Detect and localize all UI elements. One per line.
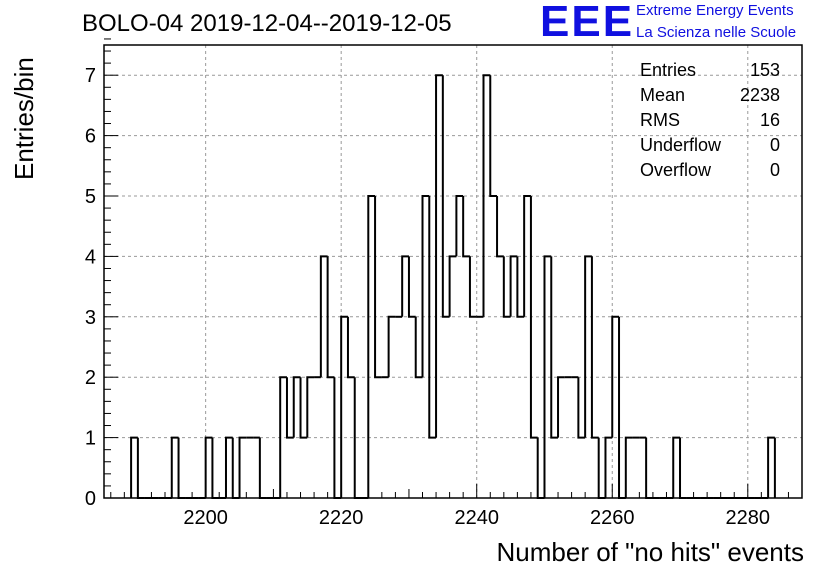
histogram-bin bbox=[611, 315, 620, 438]
histogram-bin bbox=[618, 316, 626, 499]
histogram-bin bbox=[326, 256, 335, 379]
histogram-bin bbox=[468, 256, 477, 318]
histogram-bin bbox=[299, 377, 308, 439]
histogram-bin bbox=[401, 255, 409, 317]
stats-label: Overflow bbox=[640, 160, 712, 180]
histogram-bin bbox=[597, 437, 606, 499]
stats-row-entries: Entries 153 bbox=[640, 58, 780, 83]
histogram-bin bbox=[509, 255, 518, 317]
histogram-bin bbox=[550, 256, 559, 439]
histogram-bin bbox=[238, 436, 247, 498]
histogram-bin bbox=[577, 377, 586, 439]
stats-row-rms: RMS 16 bbox=[640, 108, 780, 133]
histogram-bin bbox=[367, 195, 376, 498]
histogram-bin bbox=[414, 316, 423, 379]
histogram-bin bbox=[292, 376, 301, 438]
histogram-bin bbox=[204, 436, 213, 498]
stats-row-mean: Mean 2238 bbox=[640, 83, 780, 108]
histogram-bin bbox=[482, 74, 491, 317]
histogram-bin bbox=[516, 256, 525, 318]
histogram-bin bbox=[529, 196, 538, 439]
histogram-bin bbox=[584, 255, 592, 438]
stats-value: 0 bbox=[769, 160, 780, 180]
histogram-bin bbox=[346, 316, 355, 379]
y-tick-label: 5 bbox=[85, 186, 96, 208]
logo-line-2: La Scienza nelle Scuole bbox=[636, 24, 797, 41]
histogram-bin bbox=[536, 437, 545, 499]
histogram-bin bbox=[448, 255, 457, 317]
histogram-bin bbox=[319, 255, 328, 378]
stats-value: 153 bbox=[749, 60, 780, 80]
histogram-bin bbox=[455, 195, 464, 257]
histogram-bin bbox=[224, 436, 233, 498]
stats-label: Underflow bbox=[640, 135, 722, 155]
x-axis-label: Number of "no hits" events bbox=[496, 537, 805, 567]
stats-value: 16 bbox=[759, 110, 780, 130]
histogram-bin bbox=[177, 437, 186, 499]
stats-box: Entries 153 Mean 2238 RMS 16 Underflow 0… bbox=[640, 58, 780, 183]
histogram-bin bbox=[645, 437, 653, 499]
histogram-bin bbox=[590, 256, 599, 439]
histogram-bin bbox=[543, 255, 552, 498]
eee-logo-mark: EEE bbox=[540, 0, 635, 46]
histogram-bin bbox=[407, 256, 416, 318]
x-tick-label: 2260 bbox=[590, 507, 635, 529]
histogram-bin bbox=[211, 437, 220, 499]
y-tick-label: 6 bbox=[85, 126, 96, 148]
y-tick-label: 2 bbox=[85, 367, 96, 389]
histogram-bin bbox=[502, 256, 511, 318]
y-tick-label: 7 bbox=[85, 65, 96, 87]
histogram-bin bbox=[285, 377, 294, 439]
y-axis-label: Entries/bin bbox=[9, 57, 39, 180]
histogram-bin bbox=[231, 437, 240, 499]
stats-value: 2238 bbox=[739, 85, 780, 105]
stats-label: Mean bbox=[640, 85, 686, 105]
histogram-bin bbox=[523, 195, 531, 317]
histogram-bin bbox=[340, 315, 348, 498]
histogram-bin bbox=[279, 376, 287, 498]
x-tick-label: 2240 bbox=[454, 507, 499, 529]
histogram-bin bbox=[170, 436, 179, 498]
histogram-bin bbox=[136, 437, 145, 499]
histogram-bin bbox=[557, 376, 565, 438]
y-tick-label: 1 bbox=[85, 428, 96, 450]
histogram-bin bbox=[672, 436, 681, 498]
x-tick-label: 2200 bbox=[183, 507, 228, 529]
stats-row-overflow: Overflow 0 bbox=[640, 158, 780, 183]
histogram-bin bbox=[374, 196, 382, 379]
axes: 2200 2220 2240 2260 2280 0 1 2 3 4 5 6 7 bbox=[85, 38, 803, 529]
histogram-bin bbox=[387, 315, 396, 378]
histogram-bin bbox=[428, 196, 437, 439]
stats-label: Entries bbox=[640, 60, 697, 80]
y-tick-label: 0 bbox=[85, 488, 96, 510]
histogram-bin bbox=[130, 436, 138, 498]
y-tick-label: 4 bbox=[85, 246, 96, 268]
histogram-bin bbox=[441, 75, 450, 318]
histogram-bin bbox=[489, 75, 498, 197]
stats-row-underflow: Underflow 0 bbox=[640, 133, 780, 158]
histogram-bin bbox=[421, 195, 430, 378]
x-tick-label: 2280 bbox=[726, 507, 771, 529]
histogram-bin bbox=[258, 437, 267, 499]
stats-label: RMS bbox=[640, 110, 680, 130]
y-tick-label: 3 bbox=[85, 307, 96, 329]
histogram-bin bbox=[435, 74, 443, 438]
histogram-bin bbox=[604, 436, 613, 498]
histogram-bin bbox=[306, 376, 315, 438]
chart-title: BOLO-04 2019-12-04--2019-12-05 bbox=[82, 10, 452, 37]
histogram-bin bbox=[462, 196, 470, 258]
histogram-bin bbox=[767, 436, 775, 498]
histogram-bin bbox=[679, 437, 687, 499]
logo-line-1: Extreme Energy Events bbox=[636, 2, 794, 19]
x-tick-label: 2220 bbox=[319, 507, 364, 529]
histogram-bin bbox=[624, 436, 633, 498]
plot-frame bbox=[103, 44, 803, 499]
stats-value: 0 bbox=[769, 135, 780, 155]
histogram-bin bbox=[496, 196, 504, 258]
